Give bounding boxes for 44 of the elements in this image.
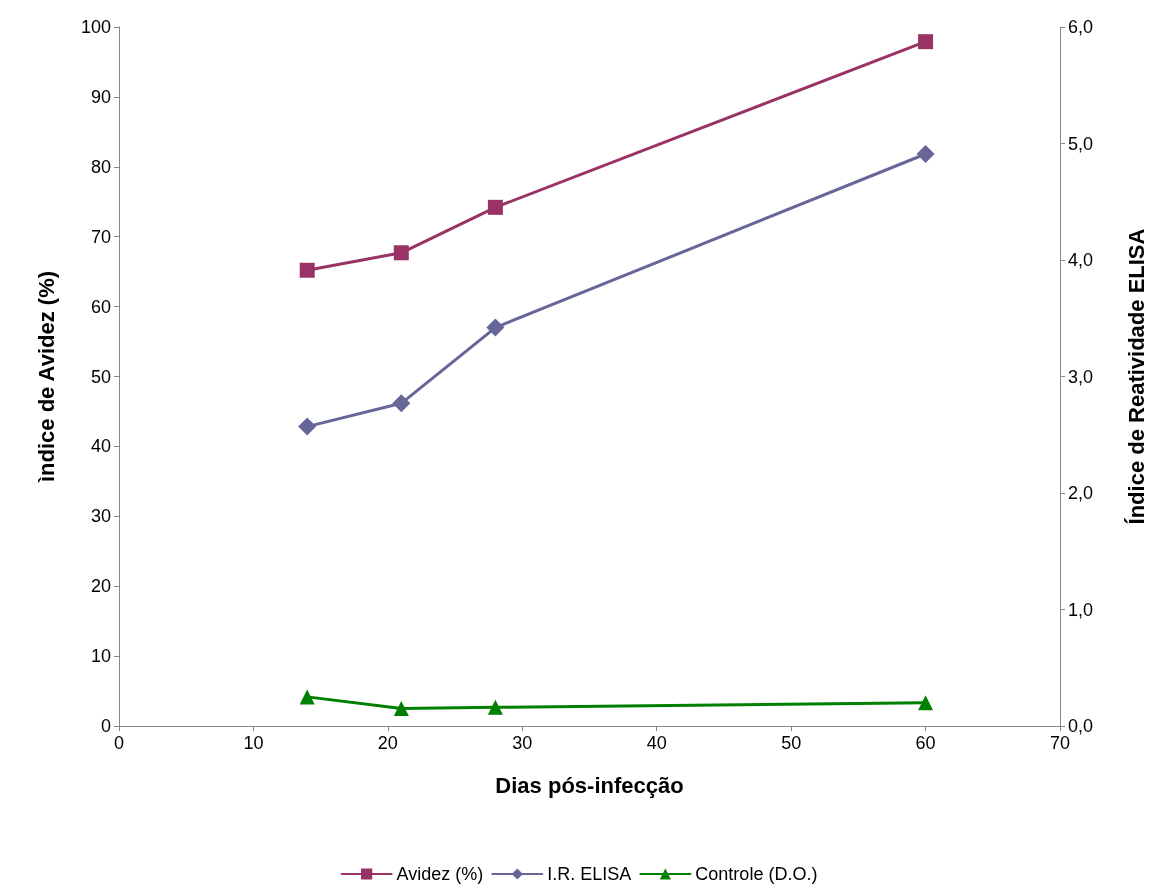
- y-axis-title: ìndice de Avidez (%): [33, 270, 59, 484]
- point: [393, 245, 409, 261]
- point: [486, 318, 505, 337]
- x-axis-title: Dias pós-infecção: [495, 772, 684, 798]
- point: [918, 695, 934, 711]
- y2-tick-label: 4,0: [1068, 250, 1094, 270]
- x-tick-label: 30: [512, 733, 533, 753]
- y-tick-label: 100: [80, 17, 111, 37]
- x-tick-label: 70: [1049, 733, 1071, 753]
- y2-tick-label: 0,0: [1068, 716, 1094, 736]
- point: [918, 34, 934, 50]
- x-tick-label: 10: [243, 733, 264, 753]
- y-tick-label: 40: [90, 436, 111, 457]
- legend-label: Avidez (%): [396, 864, 484, 884]
- y2-tick-label: 2,0: [1068, 483, 1094, 503]
- point: [298, 417, 317, 436]
- y-tick-label: 90: [90, 86, 111, 107]
- x-tick-label: 20: [377, 733, 398, 753]
- y-tick-label: 0: [100, 716, 111, 736]
- y2-tick-label: 3,0: [1068, 366, 1094, 387]
- y2-axis-title: Índice de Reatividade ELISA: [1123, 228, 1149, 525]
- y2-tick-label: 5,0: [1068, 133, 1094, 154]
- point: [299, 689, 315, 705]
- point: [487, 199, 503, 215]
- point: [916, 144, 935, 163]
- point: [392, 394, 411, 413]
- y-tick-label: 60: [90, 296, 111, 317]
- y-tick-label: 50: [90, 366, 111, 387]
- y-tick-label: 10: [90, 646, 111, 667]
- x-tick-label: 0: [113, 733, 125, 753]
- point: [487, 699, 503, 715]
- y-tick-label: 80: [90, 156, 111, 177]
- x-tick-label: 50: [781, 733, 802, 753]
- legend-label: Controle (D.O.): [695, 864, 818, 884]
- legend-label: I.R. ELISA: [547, 864, 632, 884]
- y-tick-label: 30: [90, 506, 111, 527]
- y2-tick-label: 1,0: [1068, 599, 1094, 620]
- y-tick-label: 20: [90, 576, 111, 597]
- y-tick-label: 70: [90, 226, 111, 247]
- point: [299, 262, 315, 278]
- x-tick-label: 60: [915, 733, 936, 753]
- x-tick-label: 40: [646, 733, 667, 753]
- y2-tick-label: 6,0: [1068, 17, 1094, 37]
- point: [393, 701, 409, 717]
